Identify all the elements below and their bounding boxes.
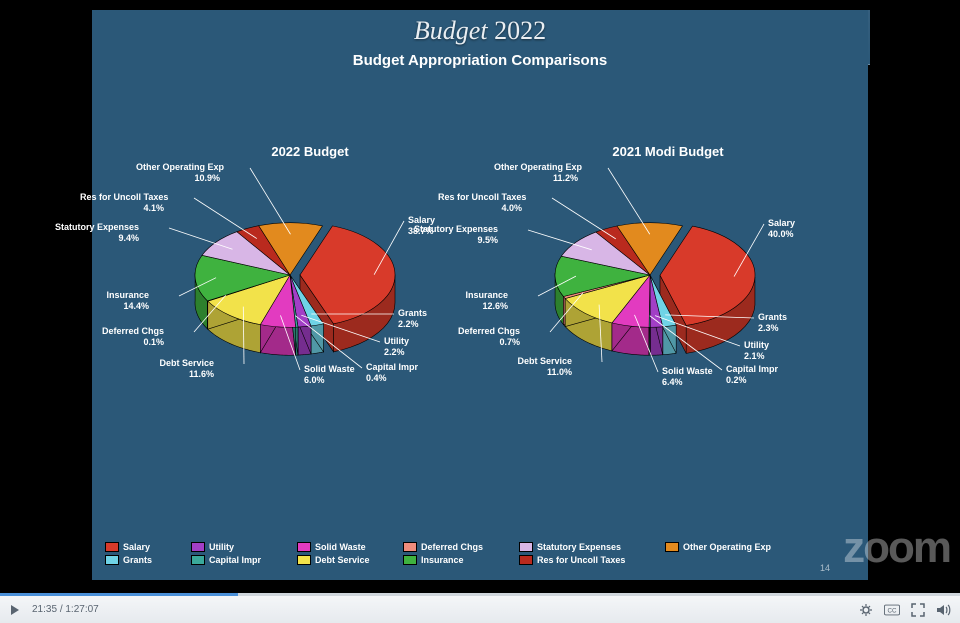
- legend-swatch: [297, 542, 311, 552]
- legend-swatch: [403, 542, 417, 552]
- settings-icon[interactable]: [858, 603, 874, 617]
- legend: Salary Utility Solid Waste Deferred Chgs Sta…: [105, 542, 865, 568]
- legend-swatch: [191, 555, 205, 565]
- video-letterbox: { "slide": { "background_color": "#2b587…: [0, 0, 960, 623]
- volume-icon[interactable]: [936, 603, 952, 617]
- legend-label: Capital Impr: [209, 555, 261, 565]
- chart-title: 2021 Modi Budget: [588, 144, 748, 159]
- chart-title: 2022 Budget: [230, 144, 390, 159]
- slice-label: Other Operating Exp 10.9%: [136, 162, 220, 184]
- legend-row: Salary Utility Solid Waste Deferred Chgs Sta…: [105, 542, 865, 552]
- legend-item: Solid Waste: [297, 542, 397, 552]
- legend-item: Statutory Expenses: [519, 542, 659, 552]
- slice-label: Statutory Expenses 9.5%: [414, 224, 498, 246]
- slice-label: Grants 2.3%: [758, 312, 842, 334]
- video-player-bar: 21:35 / 1:27:07 CC: [0, 595, 960, 623]
- legend-item: Insurance: [403, 555, 513, 565]
- legend-swatch: [519, 542, 533, 552]
- slice-label: Deferred Chgs 0.7%: [436, 326, 520, 348]
- slice-label: Salary 40.0%: [768, 218, 852, 240]
- legend-item: Grants: [105, 555, 185, 565]
- total-time: 1:27:07: [65, 604, 98, 615]
- legend-label: Other Operating Exp: [683, 542, 771, 552]
- slice-label: Deferred Chgs 0.1%: [80, 326, 164, 348]
- legend-label: Deferred Chgs: [421, 542, 483, 552]
- legend-item: Debt Service: [297, 555, 397, 565]
- legend-swatch: [665, 542, 679, 552]
- cc-icon[interactable]: CC: [884, 603, 900, 617]
- slide-page-number: 14: [820, 563, 830, 573]
- legend-swatch: [297, 555, 311, 565]
- slide-title-prefix: Budget: [414, 16, 488, 45]
- legend-swatch: [519, 555, 533, 565]
- legend-label: Salary: [123, 542, 150, 552]
- slice-label: Solid Waste 6.0%: [304, 364, 388, 386]
- legend-item: Salary: [105, 542, 185, 552]
- legend-swatch: [191, 542, 205, 552]
- legend-item: Utility: [191, 542, 291, 552]
- legend-item: Capital Impr: [191, 555, 291, 565]
- slide-subtitle: Budget Appropriation Comparisons: [0, 52, 960, 69]
- legend-label: Statutory Expenses: [537, 542, 621, 552]
- legend-swatch: [105, 542, 119, 552]
- slice-label: Insurance 12.6%: [424, 290, 508, 312]
- legend-item: Res for Uncoll Taxes: [519, 555, 659, 565]
- player-time: 21:35 / 1:27:07: [32, 604, 99, 615]
- legend-label: Utility: [209, 542, 234, 552]
- play-button[interactable]: [8, 603, 22, 617]
- slice-label: Utility 2.1%: [744, 340, 828, 362]
- slice-label: Other Operating Exp 11.2%: [494, 162, 578, 184]
- legend-label: Solid Waste: [315, 542, 366, 552]
- progress-track[interactable]: [0, 593, 960, 596]
- slide-title-year: 2022: [494, 16, 546, 45]
- legend-label: Grants: [123, 555, 152, 565]
- legend-swatch: [403, 555, 417, 565]
- slice-label: Debt Service 11.6%: [130, 358, 214, 380]
- slice-label: Statutory Expenses 9.4%: [55, 222, 139, 244]
- zoom-watermark: zoom: [843, 523, 950, 573]
- slice-label: Insurance 14.4%: [65, 290, 149, 312]
- current-time: 21:35: [32, 604, 57, 615]
- legend-label: Res for Uncoll Taxes: [537, 555, 625, 565]
- legend-label: Insurance: [421, 555, 464, 565]
- legend-item: Deferred Chgs: [403, 542, 513, 552]
- svg-text:CC: CC: [888, 607, 897, 614]
- fullscreen-icon[interactable]: [910, 603, 926, 617]
- slice-label: Debt Service 11.0%: [488, 356, 572, 378]
- slide-title: Budget 2022: [0, 16, 960, 46]
- slice-label: Solid Waste 6.4%: [662, 366, 746, 388]
- legend-swatch: [105, 555, 119, 565]
- legend-item: Other Operating Exp: [665, 542, 805, 552]
- progress-fill: [0, 593, 238, 596]
- legend-row: Grants Capital Impr Debt Service Insurance R…: [105, 555, 865, 565]
- slice-label: Res for Uncoll Taxes 4.0%: [438, 192, 522, 214]
- slice-label: Res for Uncoll Taxes 4.1%: [80, 192, 164, 214]
- legend-label: Debt Service: [315, 555, 370, 565]
